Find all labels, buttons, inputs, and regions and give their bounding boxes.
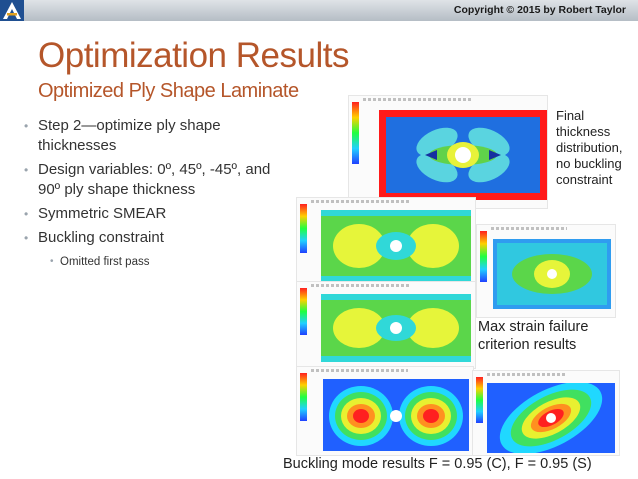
bullet-item: Step 2—optimize ply shape thicknesses: [24, 116, 274, 156]
logo: [0, 0, 24, 21]
copyright-text: Copyright © 2015 by Robert Taylor: [453, 4, 626, 16]
bullet-item: Design variables: 0º, 45º, -45º, and 90º…: [24, 160, 274, 200]
logo-a-icon: [3, 2, 21, 19]
plot-header: [487, 373, 568, 376]
plot-header: [491, 227, 567, 230]
buckling-mode-plot: [487, 383, 615, 453]
strain-plot-panel-3: [476, 224, 616, 318]
header-bar: Copyright © 2015 by Robert Taylor: [0, 0, 638, 21]
thickness-plot-panel: [348, 95, 548, 209]
bullet-list: Step 2—optimize ply shape thicknesses De…: [24, 116, 274, 272]
sub-bullet-item: Omitted first pass: [24, 252, 274, 272]
strain-plot-panel-2: [296, 281, 476, 369]
color-legend: [300, 288, 307, 336]
buckling-mode-plot: [323, 379, 469, 451]
buckling-plot-panel-2: [472, 370, 620, 456]
plot-header: [363, 98, 472, 101]
strain-plot-panel-1: [296, 197, 476, 288]
bullet-item: Symmetric SMEAR: [24, 204, 274, 224]
page-subtitle: Optimized Ply Shape Laminate: [38, 80, 299, 102]
strain-caption: Max strain failure criterion results: [478, 319, 589, 353]
color-legend: [480, 231, 487, 282]
thickness-plot: [379, 110, 547, 200]
color-legend: [300, 204, 307, 253]
bullet-item: Buckling constraint: [24, 228, 274, 248]
plot-header: [311, 200, 409, 203]
plot-header: [311, 369, 408, 372]
color-legend: [300, 373, 307, 422]
buckling-caption: Buckling mode results F = 0.95 (C), F = …: [283, 456, 592, 472]
plot-header: [311, 284, 409, 287]
thickness-caption: Final thickness distribution, no bucklin…: [556, 108, 623, 187]
page-title: Optimization Results: [38, 36, 349, 75]
strain-contour-plot: [321, 210, 471, 282]
color-legend: [476, 377, 483, 424]
color-legend: [352, 102, 359, 164]
strain-contour-plot: [493, 239, 611, 309]
strain-contour-plot: [321, 294, 471, 362]
buckling-plot-panel-1: [296, 366, 474, 456]
